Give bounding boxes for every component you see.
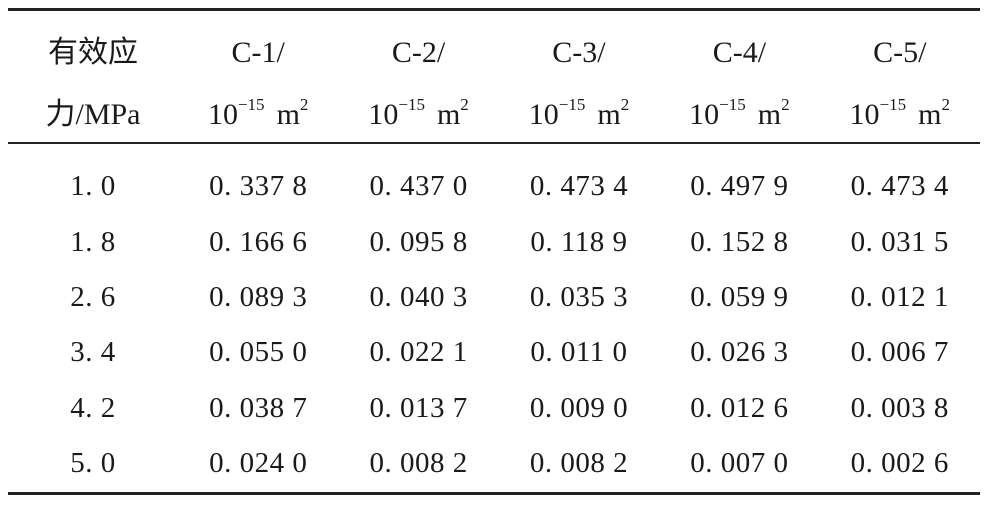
c3-cell: 0. 011 0 xyxy=(530,336,628,369)
header-c3-name: C-3/ xyxy=(552,36,606,69)
header-stress-line1: 有效应 xyxy=(48,36,138,69)
c2-cell: 0. 013 7 xyxy=(369,391,468,424)
c4-cell: 0. 007 0 xyxy=(690,447,789,480)
c2-cell: 0. 095 8 xyxy=(369,225,468,258)
c5-cell: 0. 031 5 xyxy=(850,225,949,258)
c5-cell: 0. 002 6 xyxy=(850,447,949,480)
stress-cell: 5. 0 xyxy=(70,447,116,480)
c1-cell: 0. 038 7 xyxy=(209,391,308,424)
c3-cell: 0. 118 9 xyxy=(530,225,628,258)
c2-cell: 0. 437 0 xyxy=(369,170,468,203)
c4-cell: 0. 152 8 xyxy=(690,225,789,258)
header-c3: C-3/ 10−15 m2 xyxy=(499,11,659,142)
header-rule xyxy=(8,142,980,144)
table-row: 3. 4 0. 055 0 0. 022 1 0. 011 0 0. 026 3… xyxy=(8,325,980,380)
c5-cell: 0. 473 4 xyxy=(850,170,949,203)
stress-cell: 1. 0 xyxy=(70,170,116,203)
stress-cell: 4. 2 xyxy=(70,391,116,424)
c4-cell: 0. 026 3 xyxy=(690,336,789,369)
header-c2: C-2/ 10−15 m2 xyxy=(338,11,498,142)
c4-cell: 0. 012 6 xyxy=(690,391,789,424)
header-c2-name: C-2/ xyxy=(391,36,446,69)
c1-cell: 0. 055 0 xyxy=(209,336,308,369)
table-header: 有效应 力/MPa C-1/ 10−15 m2 C-2/ 10−15 m2 C-3/… xyxy=(8,11,980,142)
header-c5-unit: 10−15 m2 xyxy=(849,95,950,131)
top-rule xyxy=(8,8,980,11)
header-effective-stress: 有效应 力/MPa xyxy=(8,11,178,142)
c2-cell: 0. 008 2 xyxy=(369,447,468,480)
header-c5: C-5/ 10−15 m2 xyxy=(820,11,980,142)
header-c5-name: C-5/ xyxy=(873,36,927,69)
table-body: 1. 0 0. 337 8 0. 437 0 0. 473 4 0. 497 9… xyxy=(8,144,980,491)
header-c3-unit: 10−15 m2 xyxy=(528,95,630,131)
permeability-table: 有效应 力/MPa C-1/ 10−15 m2 C-2/ 10−15 m2 C-3/… xyxy=(8,8,980,495)
c1-cell: 0. 089 3 xyxy=(209,280,308,313)
header-c1-name: C-1/ xyxy=(231,36,285,69)
table-row: 1. 0 0. 337 8 0. 437 0 0. 473 4 0. 497 9… xyxy=(8,159,980,214)
table-row: 1. 8 0. 166 6 0. 095 8 0. 118 9 0. 152 8… xyxy=(8,214,980,269)
c4-cell: 0. 059 9 xyxy=(690,280,789,313)
bottom-rule xyxy=(8,492,980,495)
table-row: 2. 6 0. 089 3 0. 040 3 0. 035 3 0. 059 9… xyxy=(8,270,980,325)
header-c4-name: C-4/ xyxy=(712,36,767,69)
table-row: 5. 0 0. 024 0 0. 008 2 0. 008 2 0. 007 0… xyxy=(8,436,980,491)
c1-cell: 0. 337 8 xyxy=(209,170,308,203)
stress-cell: 3. 4 xyxy=(70,336,116,369)
c1-cell: 0. 024 0 xyxy=(209,447,308,480)
c4-cell: 0. 497 9 xyxy=(690,170,789,203)
c5-cell: 0. 003 8 xyxy=(850,391,949,424)
header-c1: C-1/ 10−15 m2 xyxy=(178,11,338,142)
c3-cell: 0. 008 2 xyxy=(529,447,629,480)
c1-cell: 0. 166 6 xyxy=(209,225,308,258)
header-c4-unit: 10−15 m2 xyxy=(689,95,790,131)
header-c4: C-4/ 10−15 m2 xyxy=(659,11,819,142)
stress-cell: 1. 8 xyxy=(70,225,116,258)
c3-cell: 0. 035 3 xyxy=(529,280,629,313)
c3-cell: 0. 473 4 xyxy=(529,170,629,203)
table-row: 4. 2 0. 038 7 0. 013 7 0. 009 0 0. 012 6… xyxy=(8,381,980,436)
c5-cell: 0. 012 1 xyxy=(850,280,949,313)
header-c2-unit: 10−15 m2 xyxy=(368,95,469,131)
c2-cell: 0. 022 1 xyxy=(369,336,468,369)
c5-cell: 0. 006 7 xyxy=(850,336,949,369)
c3-cell: 0. 009 0 xyxy=(529,391,629,424)
header-c1-unit: 10−15 m2 xyxy=(207,95,309,131)
stress-cell: 2. 6 xyxy=(70,280,116,313)
c2-cell: 0. 040 3 xyxy=(369,280,468,313)
header-stress-line2: 力/MPa xyxy=(45,98,141,131)
